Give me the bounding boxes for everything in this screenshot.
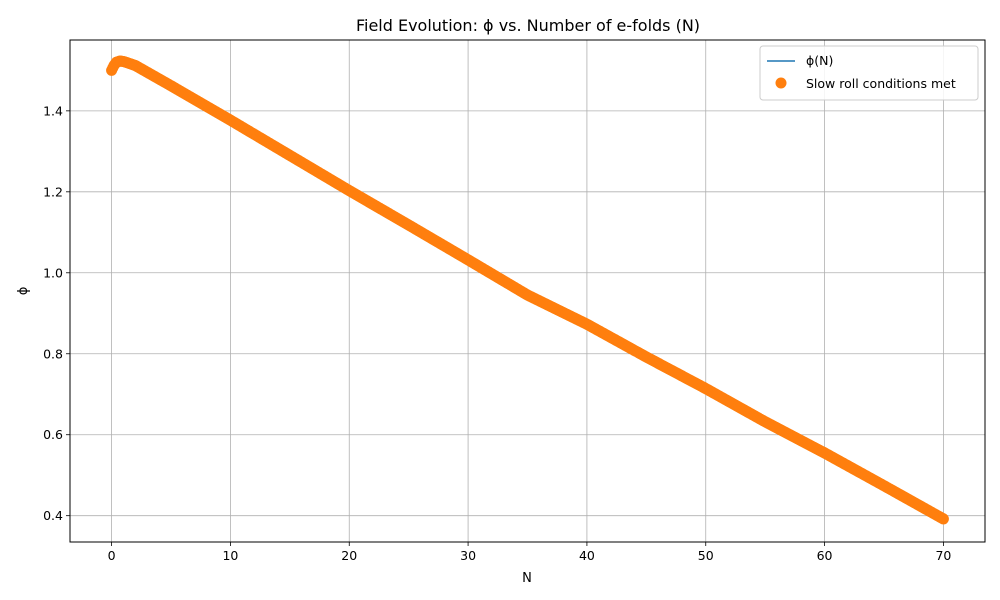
x-tick-label: 10 (222, 548, 238, 563)
tick-layer: 0 10 20 30 40 50 60 70 0.4 0.6 0.8 1.0 1.2 1.4 (43, 103, 951, 563)
x-tick-label: 40 (579, 548, 595, 563)
x-tick-label: 70 (935, 548, 951, 563)
legend-marker-swatch (775, 77, 787, 89)
legend-label-slow-roll: Slow roll conditions met (806, 76, 956, 91)
plot-frame (69, 39, 986, 543)
series-layer (106, 55, 949, 525)
y-tick-label: 0.6 (43, 427, 63, 442)
y-tick-label: 1.0 (43, 265, 63, 280)
x-tick-label: 60 (817, 548, 833, 563)
x-axis-label: N (522, 571, 532, 586)
legend-box (759, 45, 979, 101)
y-tick-label: 0.4 (43, 508, 63, 523)
grid-layer (70, 40, 985, 542)
x-tick-label: 50 (698, 548, 714, 563)
x-tick-label: 30 (460, 548, 476, 563)
chart-title: Field Evolution: ϕ vs. Number of e-folds… (356, 16, 700, 35)
y-axis-label: ϕ (16, 287, 31, 296)
x-tick-label: 0 (108, 548, 116, 563)
y-tick-label: 1.4 (43, 103, 63, 118)
slow-roll-point (937, 513, 949, 525)
x-tick-label: 20 (341, 548, 357, 563)
legend: ϕ(N) Slow roll conditions met (759, 45, 979, 101)
y-tick-label: 0.8 (43, 346, 63, 361)
y-tick-label: 1.2 (43, 184, 63, 199)
legend-label-phi: ϕ(N) (806, 53, 833, 68)
